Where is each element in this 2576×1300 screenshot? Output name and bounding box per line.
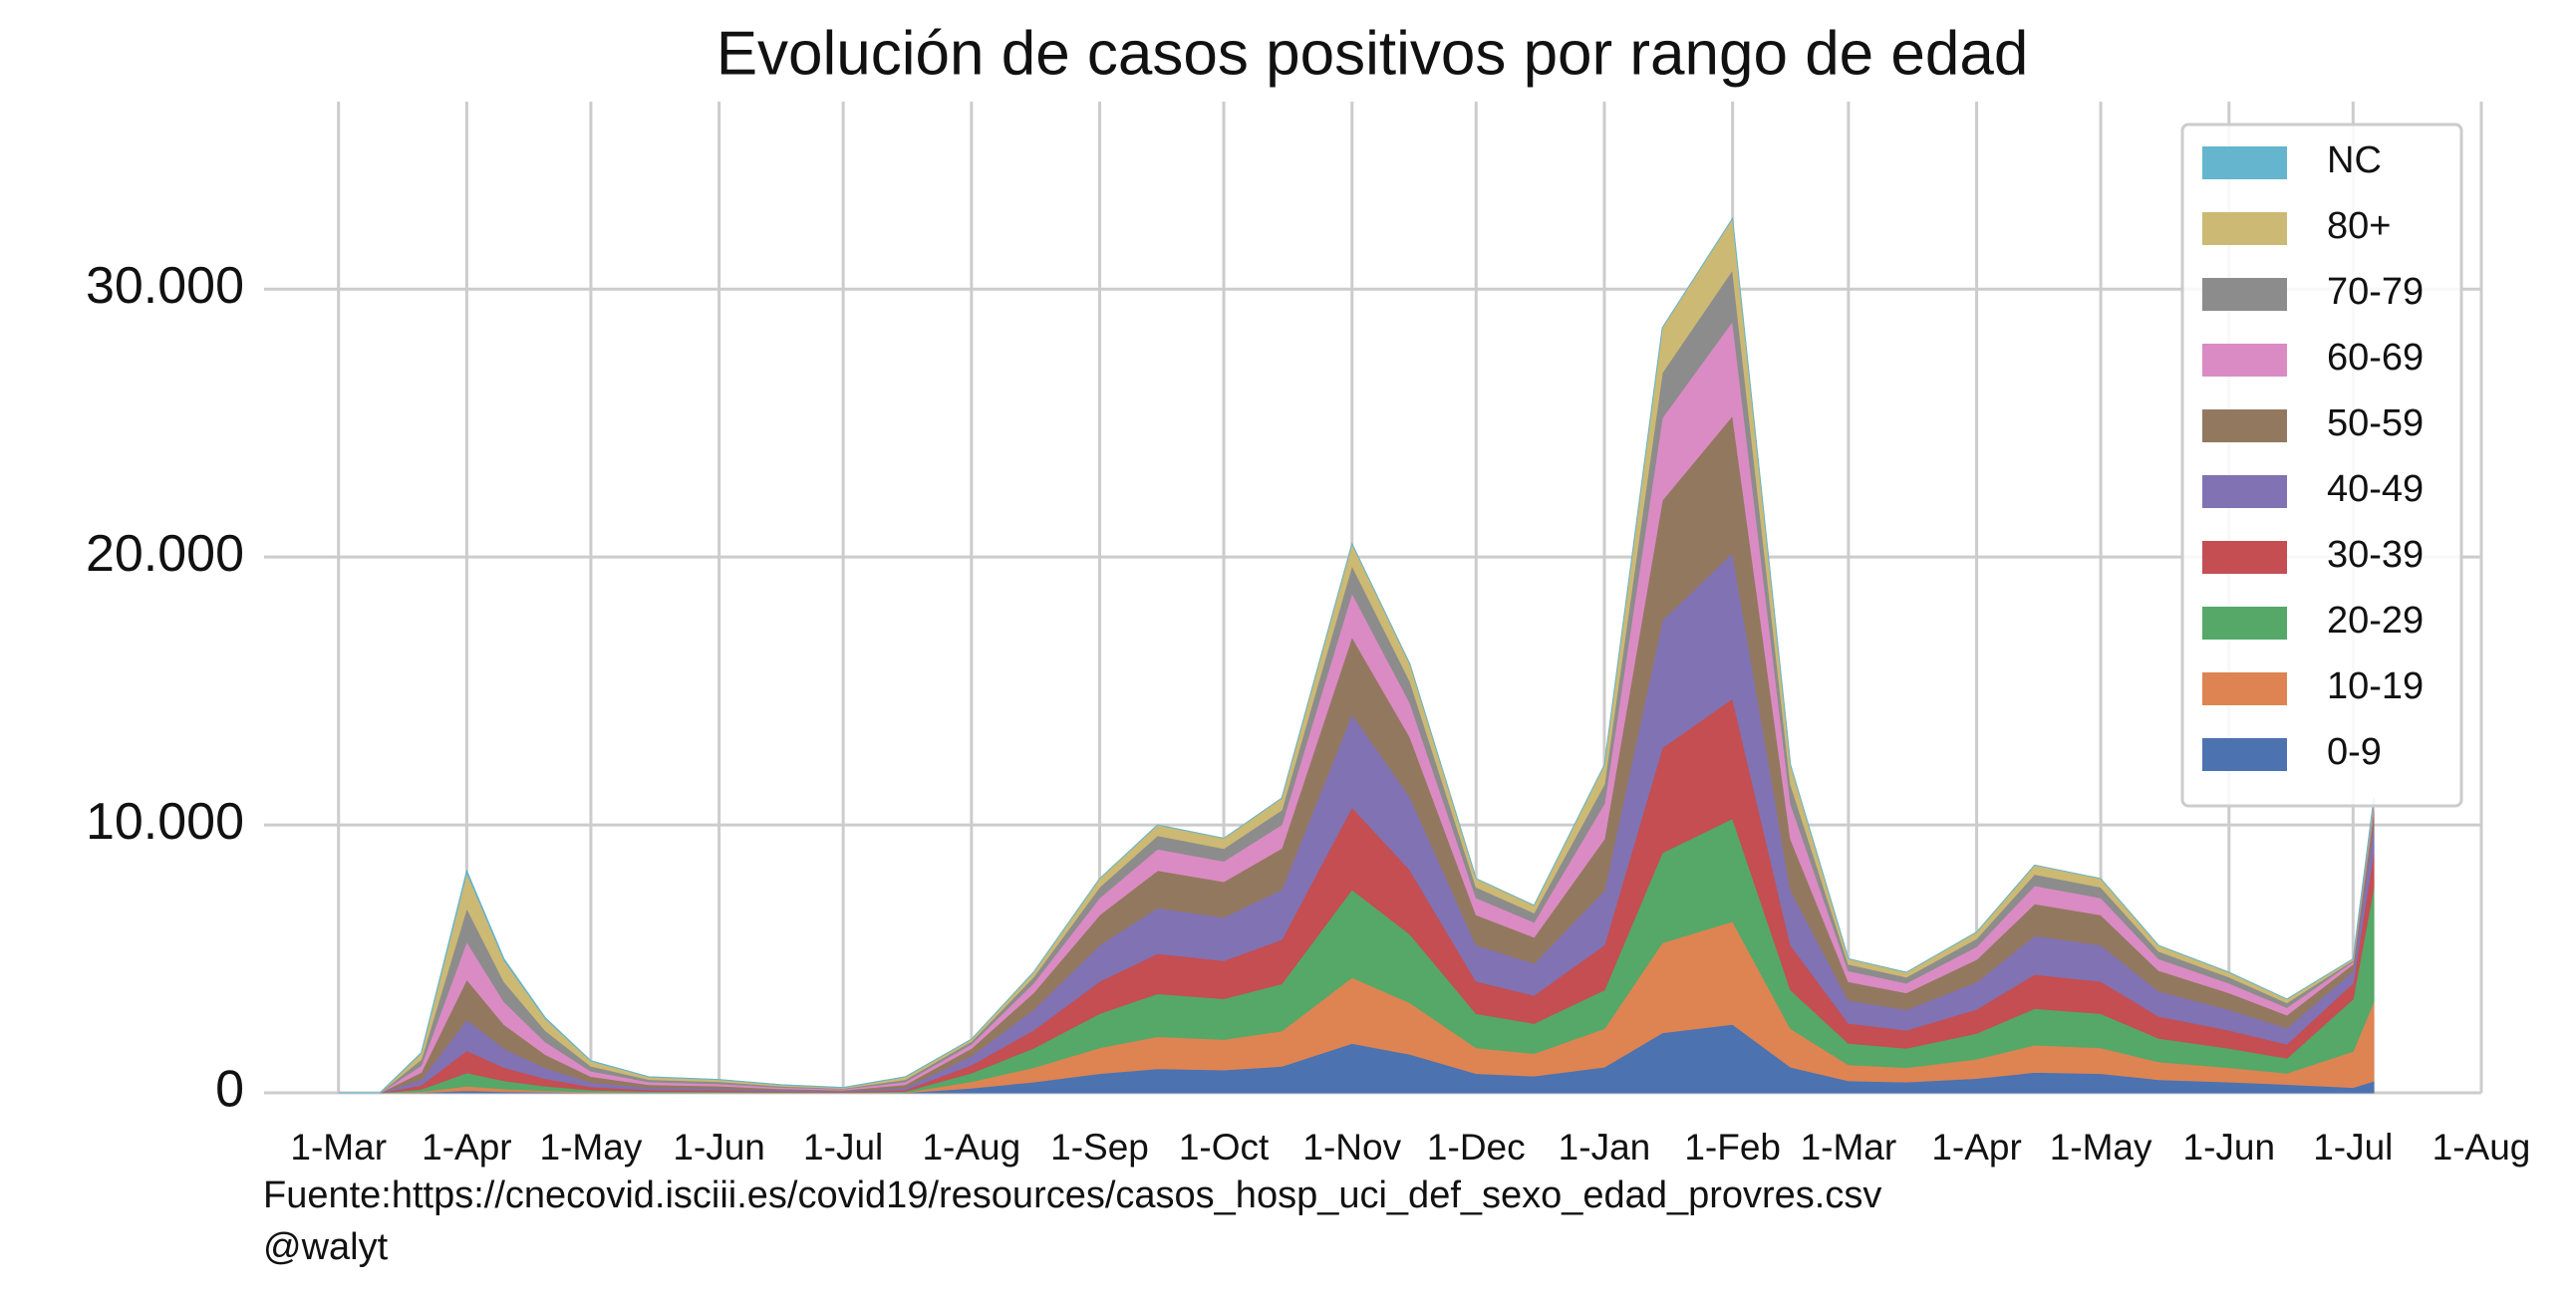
legend-label: NC	[2327, 139, 2382, 181]
legend-label: 0-9	[2327, 731, 2382, 773]
legend-swatch	[2202, 212, 2287, 245]
y-tick-label: 20.000	[86, 525, 244, 583]
legend-swatch	[2202, 738, 2287, 771]
y-tick-label: 30.000	[86, 257, 244, 315]
chart-title: Evolución de casos positivos por rango d…	[716, 19, 2029, 88]
legend-label: 10-19	[2327, 665, 2424, 707]
x-tick-label: 1-Nov	[1302, 1127, 1401, 1168]
footer-source: Fuente:https://cnecovid.isciii.es/covid1…	[263, 1174, 1881, 1216]
x-tick-label: 1-May	[540, 1127, 643, 1168]
x-tick-label: 1-Mar	[1801, 1127, 1897, 1168]
x-tick-label: 1-Apr	[422, 1127, 511, 1168]
legend-swatch	[2202, 146, 2287, 179]
legend-label: 70-79	[2327, 271, 2424, 313]
x-tick-label: 1-Mar	[290, 1127, 387, 1168]
x-tick-label: 1-Sep	[1050, 1127, 1149, 1168]
x-tick-label: 1-Aug	[2433, 1127, 2531, 1168]
x-tick-label: 1-Dec	[1427, 1127, 1526, 1168]
legend-swatch	[2202, 344, 2287, 377]
x-tick-label: 1-Apr	[1931, 1127, 2021, 1168]
legend-swatch	[2202, 672, 2287, 705]
x-tick-label: 1-May	[2050, 1127, 2152, 1168]
legend-swatch	[2202, 607, 2287, 640]
x-tick-label: 1-Oct	[1179, 1127, 1270, 1168]
x-tick-label: 1-Jun	[673, 1127, 765, 1168]
x-tick-label: 1-Jun	[2183, 1127, 2276, 1168]
legend-swatch	[2202, 541, 2287, 574]
legend-swatch	[2202, 409, 2287, 442]
legend-label: 40-49	[2327, 468, 2424, 510]
legend-swatch	[2202, 475, 2287, 508]
legend-label: 20-29	[2327, 600, 2424, 642]
legend-label: 80+	[2327, 205, 2391, 247]
legend-swatch	[2202, 278, 2287, 311]
legend-label: 50-59	[2327, 402, 2424, 444]
x-tick-label: 1-Jan	[1559, 1127, 1651, 1168]
legend-label: 60-69	[2327, 337, 2424, 379]
x-tick-label: 1-Feb	[1684, 1127, 1781, 1168]
x-tick-label: 1-Jul	[2313, 1127, 2393, 1168]
legend-label: 30-39	[2327, 534, 2424, 576]
footer-author: @walyt	[263, 1226, 389, 1268]
y-tick-label: 10.000	[86, 793, 244, 851]
x-tick-label: 1-Jul	[803, 1127, 883, 1168]
x-tick-label: 1-Aug	[922, 1127, 1020, 1168]
y-tick-label: 0	[215, 1061, 244, 1119]
